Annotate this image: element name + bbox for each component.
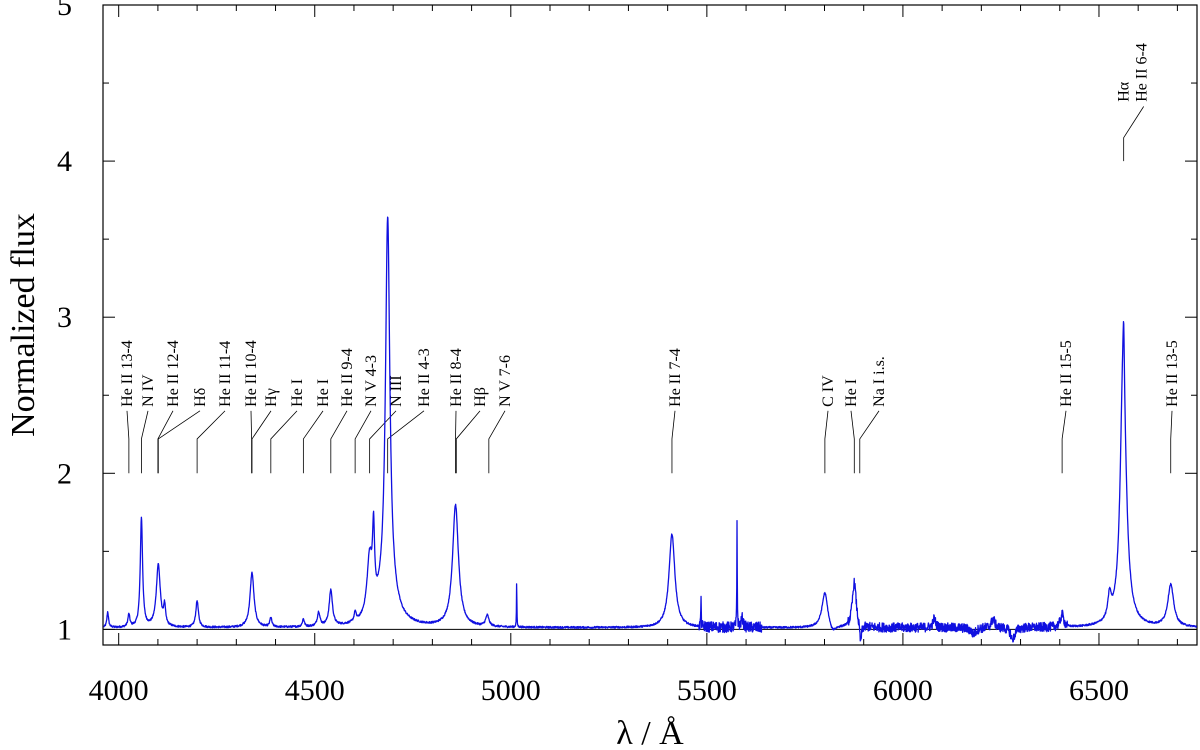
line-id-label: He I	[843, 379, 860, 407]
line-id-label: Hδ	[192, 388, 209, 407]
line-id-label: He II 9-4	[339, 348, 356, 407]
line-id-marker: He I	[843, 379, 860, 474]
x-tick-label: 5500	[677, 674, 737, 707]
line-id-marker: He II 13-5	[1164, 340, 1181, 474]
line-id-label: N IV	[140, 374, 157, 407]
line-id-label: N V 4-3	[363, 355, 380, 407]
x-tick-label: 4000	[89, 674, 149, 707]
line-id-label: He II 11-4	[217, 341, 234, 407]
line-id-label: He I	[289, 379, 306, 407]
line-id-marker: He II 12-4	[157, 340, 182, 474]
line-id-marker: N III	[369, 375, 405, 474]
line-id-marker: He II 8-4	[448, 348, 465, 474]
y-tick-label: 1	[57, 613, 72, 646]
line-id-label: He II 8-4	[448, 348, 465, 407]
line-id-label: He II 13-4	[119, 340, 136, 407]
line-id-marker: He I	[270, 379, 306, 474]
y-tick-label: 2	[57, 457, 72, 490]
spectrum-series	[103, 216, 1197, 643]
line-id-label: He II 15-5	[1058, 340, 1075, 407]
line-id-marker: Na I i.s.	[859, 356, 888, 474]
line-id-label: He I	[315, 379, 332, 407]
line-id-marker: Hγ	[251, 388, 280, 474]
line-id-label: He II 12-4	[165, 340, 182, 407]
line-id-label: Hβ	[472, 387, 489, 407]
line-id-marker: Hδ	[157, 388, 209, 474]
line-id-label: He II 10-4	[243, 340, 260, 407]
x-tick-labels: 4000 4500 5000 5500 6000 6500	[89, 674, 1129, 707]
line-id-marker: He II 7-4	[667, 348, 684, 474]
line-id-marker: N V 4-3	[354, 355, 380, 474]
line-id-marker: He I	[302, 379, 332, 474]
line-id-marker: N IV	[140, 374, 157, 474]
y-tick-labels: 1 2 3 4 5	[57, 0, 72, 646]
line-id-label: He II 7-4	[667, 348, 684, 407]
plot-frame	[102, 4, 1198, 646]
line-id-marker-halpha: Hα He II 6-4	[1116, 43, 1151, 162]
line-id-marker: He II 9-4	[330, 348, 356, 474]
line-id-marker: N V 7-6	[488, 355, 514, 474]
y-tick-label: 4	[57, 145, 72, 178]
x-tick-label: 5000	[481, 674, 541, 707]
x-tick-label: 6000	[873, 674, 933, 707]
line-id-label: Na I i.s.	[871, 356, 888, 407]
x-tick-label: 4500	[285, 674, 345, 707]
line-id-label: He II 6-4	[1134, 43, 1151, 102]
line-id-label: C IV	[820, 375, 837, 407]
line-id-marker: He II 13-4	[119, 340, 136, 474]
line-id-marker: He II 4-3	[387, 348, 433, 474]
y-tick-label: 3	[57, 301, 72, 334]
line-id-marker: He II 10-4	[243, 340, 260, 474]
y-axis-label: Normalized flux	[5, 213, 42, 437]
line-id-marker: He II 15-5	[1058, 340, 1075, 474]
line-id-label: N III	[388, 375, 405, 407]
line-id-marker: C IV	[820, 375, 837, 474]
line-id-label: Hα	[1116, 81, 1133, 102]
line-id-marker: Hβ	[455, 387, 489, 474]
axis-ticks	[103, 4, 1197, 645]
x-axis-label: λ / Å	[616, 715, 684, 750]
line-id-label: He II 4-3	[416, 348, 433, 407]
y-tick-label: 5	[57, 0, 72, 22]
x-tick-label: 6500	[1069, 674, 1129, 707]
line-id-label: He II 13-5	[1164, 340, 1181, 407]
line-id-label: Hγ	[263, 388, 280, 407]
line-identifications: He II 13-4 N IV He II 12-4 Hδ He II 11-4 He I…	[119, 43, 1181, 474]
line-id-marker: He II 11-4	[196, 341, 234, 474]
line-id-label: N V 7-6	[497, 355, 514, 407]
